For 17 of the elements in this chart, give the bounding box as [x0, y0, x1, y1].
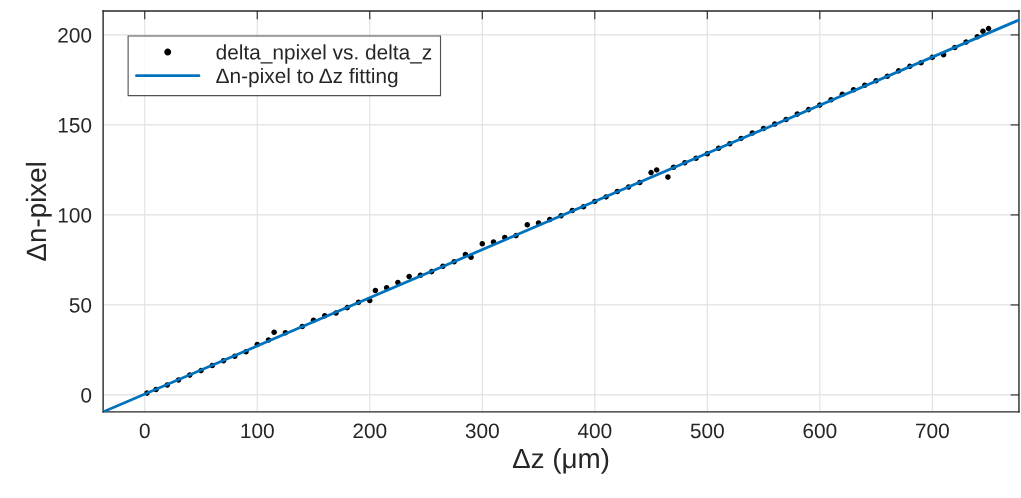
y-tick-label: 50	[69, 297, 92, 313]
y-tick-label: 150	[58, 117, 92, 133]
x-tick-label: 0	[139, 423, 150, 439]
x-tick-label: 600	[803, 423, 837, 439]
x-tick-label: 500	[690, 423, 724, 439]
x-tick-label: 100	[241, 423, 274, 439]
legend-label: Δn-pixel to Δz fitting	[216, 67, 398, 88]
x-tick-label: 700	[916, 423, 949, 439]
y-tick-label: 100	[58, 207, 92, 223]
x-axis-title: Δz (μm)	[512, 447, 609, 474]
x-tick-label: 200	[353, 423, 387, 439]
x-tick-label: 400	[577, 423, 612, 439]
y-tick-label: 200	[58, 27, 92, 43]
x-tick-label: 300	[465, 423, 499, 439]
y-tick-label: 0	[81, 387, 92, 403]
y-axis-title: Δn-pixel	[25, 163, 52, 261]
legend-label: delta_npixel vs. delta_z	[216, 44, 432, 64]
